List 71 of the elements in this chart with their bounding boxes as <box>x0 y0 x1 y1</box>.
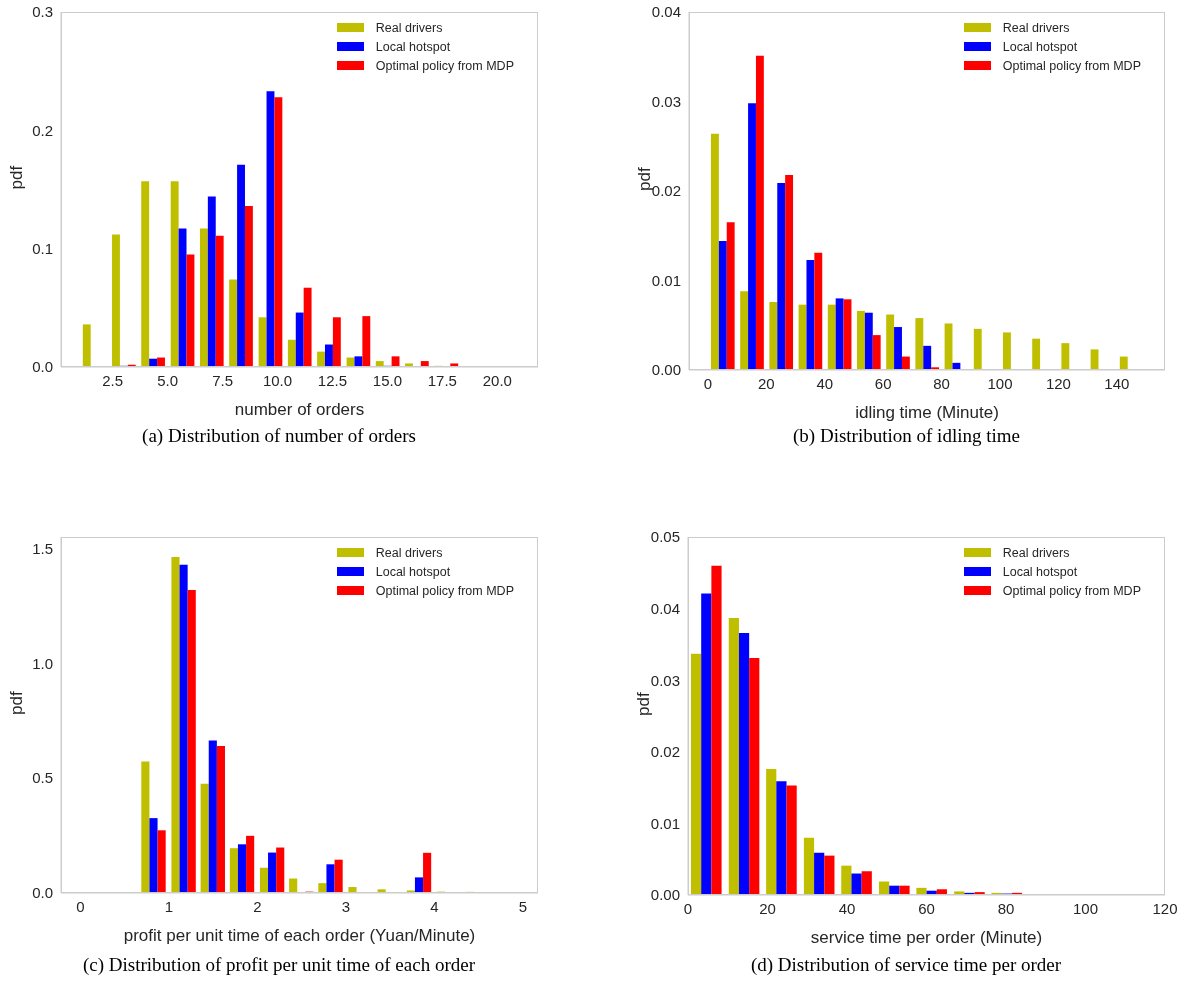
x-tick-label: 5 <box>518 897 528 915</box>
legend-label: Real drivers <box>1002 545 1070 560</box>
y-tick-label: 0.0 <box>32 884 53 902</box>
y-tick-label: 0.0 <box>32 358 53 376</box>
y-tick-label: 0.00 <box>650 886 680 904</box>
y-axis-title: pdf <box>634 692 654 716</box>
x-axis-title: service time per order (Minute) <box>810 928 1043 947</box>
x-tick-label: 120 <box>1045 374 1071 392</box>
y-tick-label: 0.00 <box>651 361 681 379</box>
y-tick-label: 0.04 <box>651 3 681 21</box>
y-tick-label: 0.3 <box>32 3 53 21</box>
legend-label: Real drivers <box>1002 20 1070 35</box>
x-tick-label: 3 <box>341 897 351 915</box>
legend-label: Local hotspot <box>375 39 451 54</box>
legend-label: Optimal policy from MDP <box>375 583 514 598</box>
y-tick-label: 0.01 <box>651 271 681 289</box>
legend-label: Real drivers <box>375 20 443 35</box>
y-tick-label: 0.2 <box>32 121 53 139</box>
x-tick-label: 4 <box>430 897 439 915</box>
x-tick-label: 80 <box>997 899 1015 917</box>
text: (b) Distribution of idling time <box>792 425 1021 447</box>
x-tick-label: 40 <box>816 374 834 392</box>
y-tick-label: 0.05 <box>650 528 680 546</box>
x-axis-title: idling time (Minute) <box>855 403 999 422</box>
y-tick-label: 0.04 <box>650 599 680 617</box>
x-tick-label: 140 <box>1104 374 1130 392</box>
y-tick-label: 0.1 <box>32 239 53 257</box>
x-axis-title: profit per unit time of each order (Yuan/Minute) <box>123 926 476 945</box>
x-tick-label: 100 <box>1072 899 1099 917</box>
y-tick-label: 0.02 <box>651 182 681 200</box>
x-tick-label: 0 <box>703 374 713 392</box>
x-tick-label: 20 <box>759 899 776 917</box>
x-tick-label: 7.5 <box>212 371 233 389</box>
y-axis-title: pdf <box>7 165 27 190</box>
legend-label: Local hotspot <box>375 564 451 579</box>
x-tick-label: 20 <box>758 374 775 392</box>
x-tick-label: 12.5 <box>317 371 348 389</box>
y-tick-label: 0.01 <box>650 814 680 832</box>
x-tick-label: 17.5 <box>427 371 457 389</box>
x-tick-label: 10.0 <box>262 371 293 389</box>
x-tick-label: 1 <box>164 897 174 915</box>
x-tick-label: 0 <box>683 899 693 917</box>
x-tick-label: 40 <box>838 899 856 917</box>
y-tick-label: 1.0 <box>32 654 53 672</box>
x-tick-label: 2.5 <box>102 371 124 389</box>
y-axis-title: pdf <box>7 691 27 715</box>
x-tick-label: 15.0 <box>372 371 403 389</box>
legend-label: Optimal policy from MDP <box>1002 58 1141 73</box>
y-tick-label: 0.5 <box>32 769 53 787</box>
legend-label: Real drivers <box>375 545 443 560</box>
x-axis-title: number of orders <box>234 400 365 419</box>
legend-label: Local hotspot <box>1002 564 1078 579</box>
text: (c) Distribution of profit per unit time of each order <box>82 954 476 976</box>
y-tick-label: 0.02 <box>650 743 680 761</box>
legend-label: Optimal policy from MDP <box>375 58 514 73</box>
x-tick-label: 20.0 <box>482 371 512 389</box>
x-tick-label: 60 <box>874 374 892 392</box>
y-tick-label: 0.03 <box>651 92 681 110</box>
x-tick-label: 120 <box>1152 899 1178 917</box>
x-tick-label: 100 <box>987 374 1013 392</box>
text: (d) Distribution of service time per order <box>749 954 1063 976</box>
x-tick-label: 5.0 <box>157 371 179 389</box>
x-tick-label: 0 <box>76 897 85 915</box>
x-tick-label: 2 <box>253 897 262 915</box>
y-tick-label: 1.5 <box>32 539 53 557</box>
legend-label: Optimal policy from MDP <box>1002 583 1141 598</box>
text: (a) Distribution of number of orders <box>141 425 417 447</box>
legend-label: Local hotspot <box>1002 39 1078 54</box>
x-tick-label: 80 <box>933 374 950 392</box>
x-tick-label: 60 <box>918 899 935 917</box>
y-tick-label: 0.03 <box>650 671 680 689</box>
